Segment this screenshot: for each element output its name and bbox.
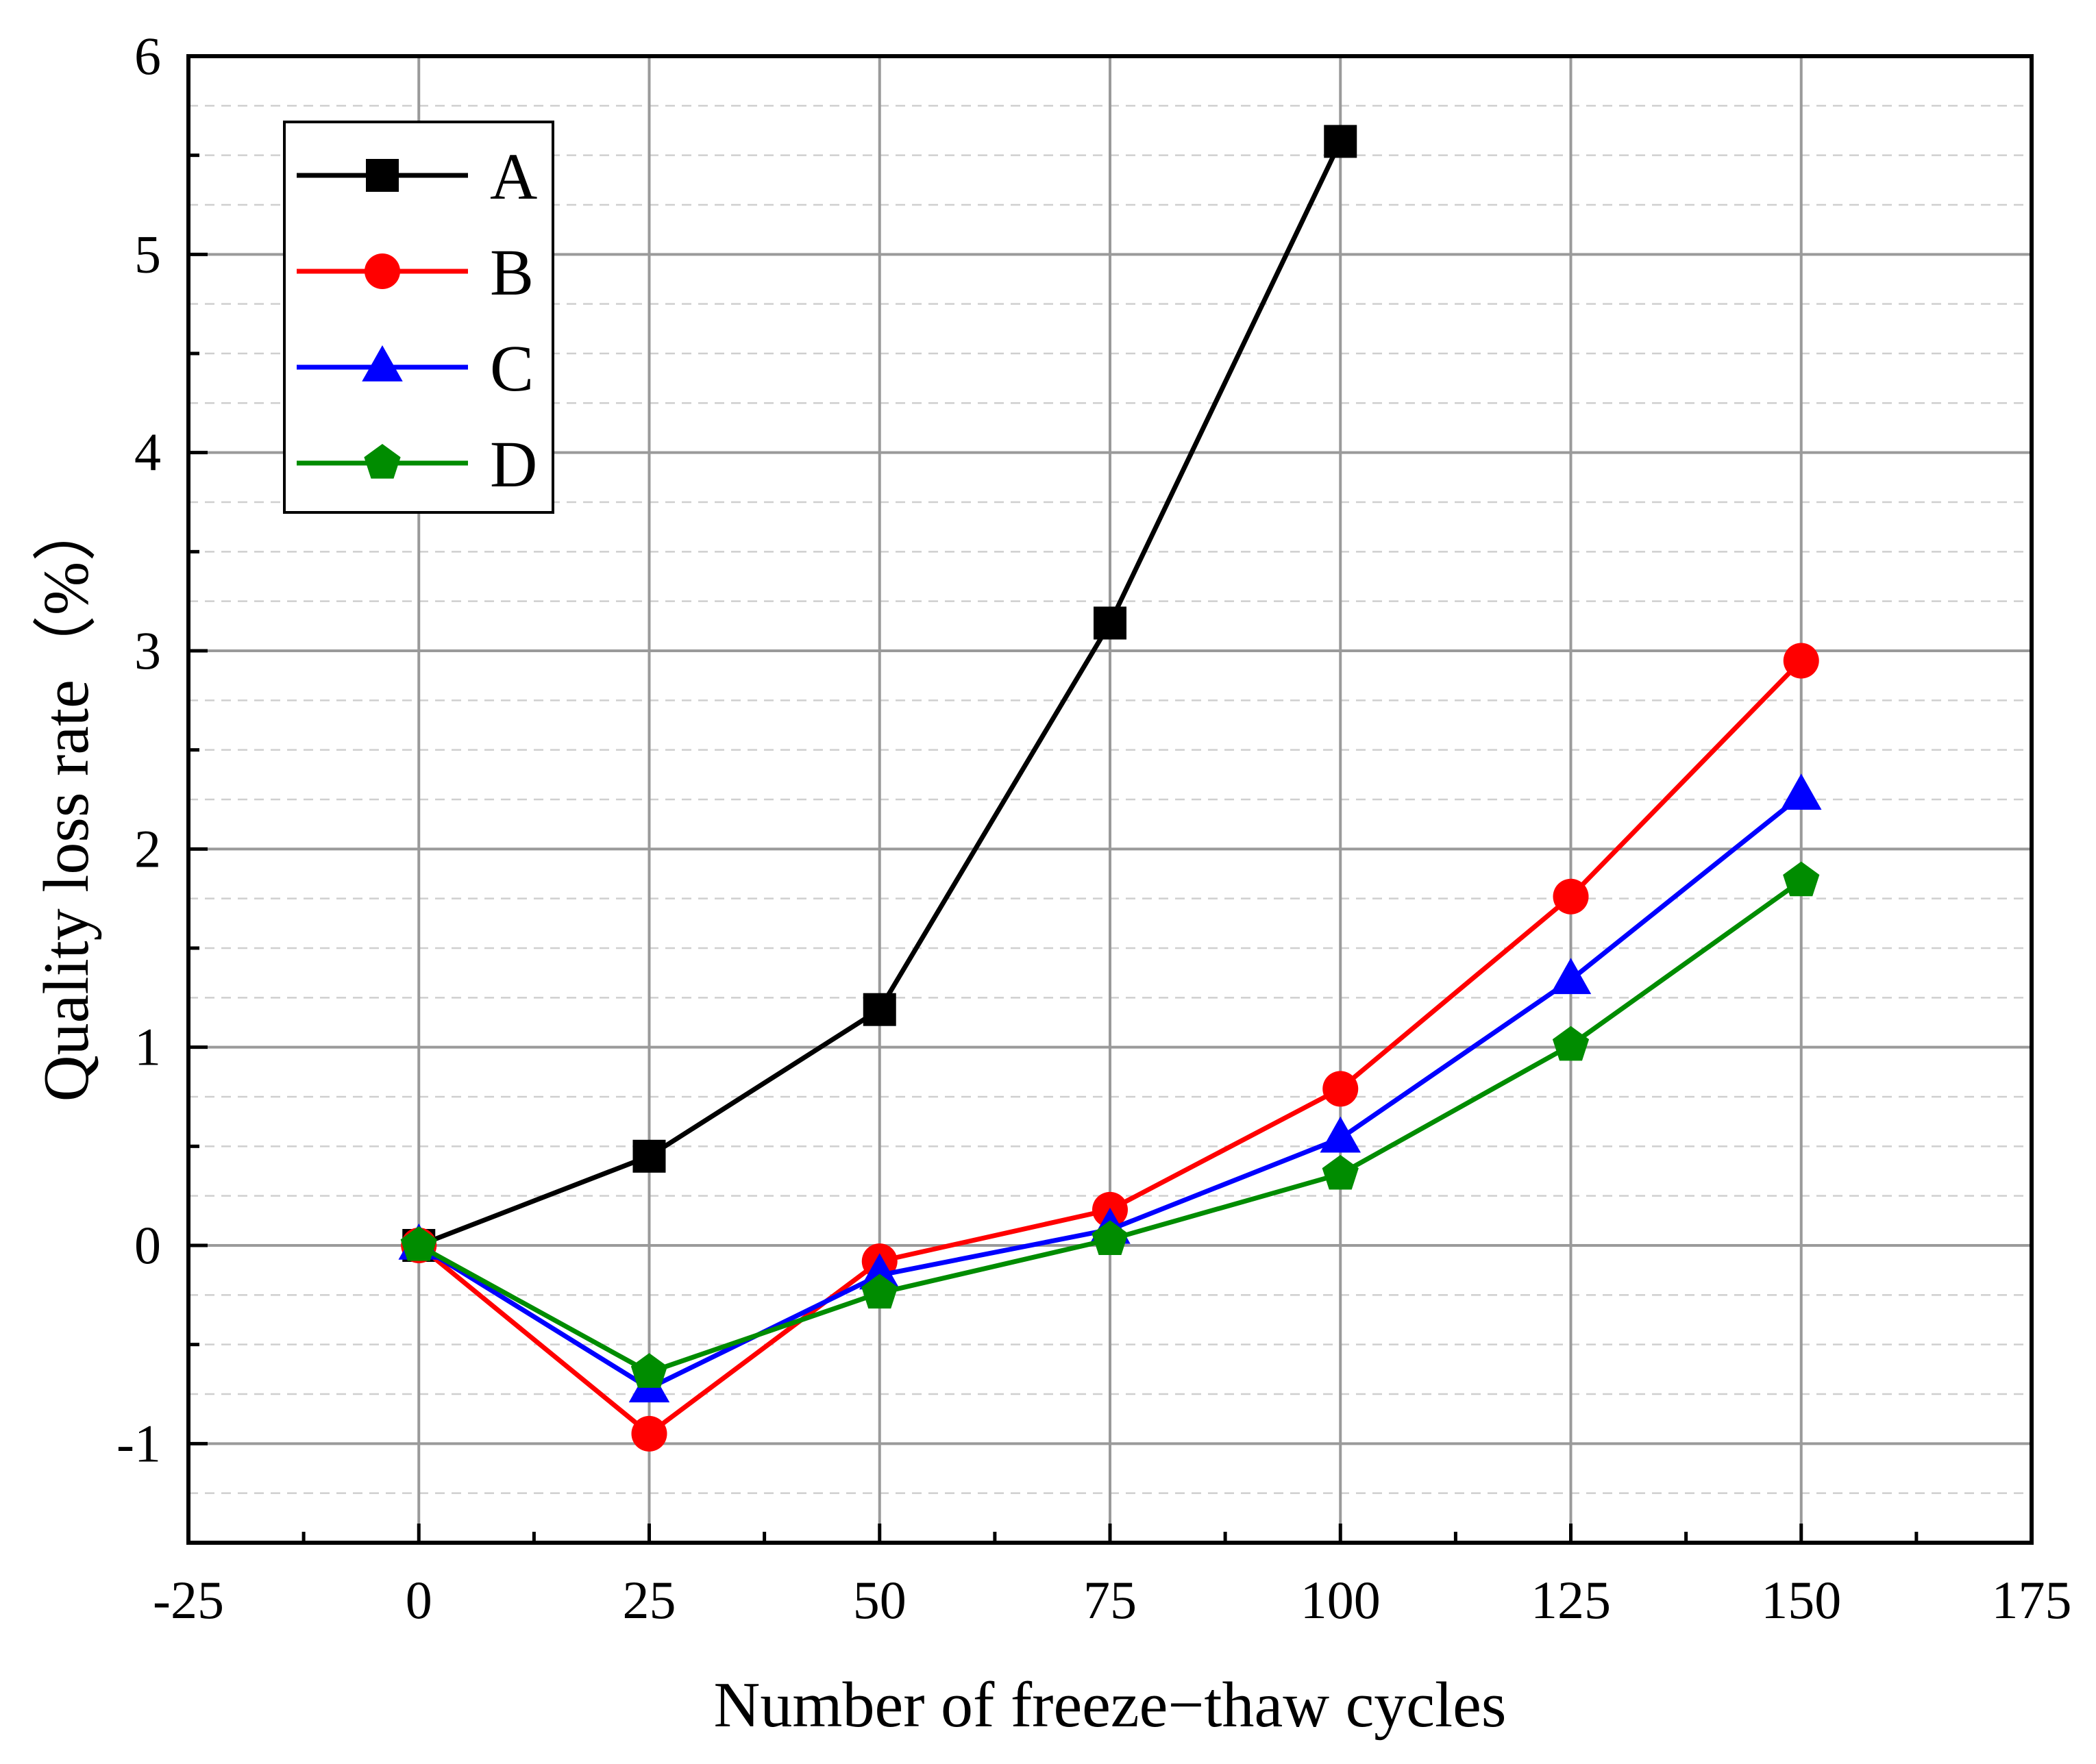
x-tick-label: -25: [153, 1570, 224, 1630]
legend-box: [283, 121, 554, 514]
y-tick-label: -1: [116, 1413, 161, 1473]
data-point-B: [631, 1415, 667, 1452]
legend-marker-D: [364, 444, 401, 479]
x-tick-label: 50: [853, 1570, 907, 1630]
data-point-A: [1094, 606, 1126, 640]
x-tick-label: 25: [623, 1570, 676, 1630]
y-tick-label: 1: [134, 1017, 161, 1077]
data-point-D: [1092, 1220, 1129, 1255]
legend-marker-C: [362, 345, 403, 382]
legend-label-B: B: [490, 236, 534, 309]
y-tick-label: 2: [134, 819, 161, 878]
x-axis-title: Number of freeze−thaw cycles: [714, 1669, 1507, 1741]
data-point-C: [1320, 1116, 1361, 1153]
legend-label-D: D: [490, 427, 537, 501]
data-point-D: [1783, 861, 1820, 897]
series-layer: [398, 125, 1822, 1452]
axes: -1 0 1 2 3 4 5 6 -25 0 25 50 75 100 125 150 175: [116, 26, 2071, 1630]
data-point-D: [630, 1353, 668, 1388]
data-point-B: [1553, 878, 1589, 915]
data-point-D: [1552, 1026, 1590, 1061]
data-point-A: [1324, 125, 1357, 158]
x-tick-label: 125: [1531, 1570, 1611, 1630]
data-point-D: [861, 1274, 898, 1309]
y-tick-label: 5: [134, 224, 161, 284]
legend-label-C: C: [490, 332, 534, 405]
series-D: [400, 861, 1820, 1388]
x-tick-label: 175: [1992, 1570, 2072, 1630]
data-point-D: [1322, 1154, 1359, 1190]
legend-label-A: A: [490, 140, 537, 213]
data-point-B: [1322, 1071, 1359, 1107]
data-point-A: [863, 993, 896, 1026]
y-tick-label: 6: [134, 26, 161, 86]
legend-marker-B: [365, 253, 400, 289]
data-point-A: [632, 1139, 666, 1173]
x-tick-label: 150: [1761, 1570, 1841, 1630]
y-tick-label: 3: [134, 621, 161, 680]
data-point-C: [859, 1253, 900, 1290]
x-tick-label: 100: [1300, 1570, 1381, 1630]
y-tick-label: 4: [134, 423, 161, 482]
y-axis-title: Quality loss rate（%）: [31, 497, 102, 1102]
x-tick-label: 75: [1083, 1570, 1137, 1630]
y-tick-label: 0: [134, 1215, 161, 1275]
x-tick-label: 0: [406, 1570, 432, 1630]
data-point-C: [1550, 958, 1592, 995]
data-point-C: [1780, 773, 1822, 810]
legend-marker-A: [366, 159, 399, 192]
data-point-B: [1783, 643, 1819, 679]
data-point-D: [400, 1226, 437, 1261]
